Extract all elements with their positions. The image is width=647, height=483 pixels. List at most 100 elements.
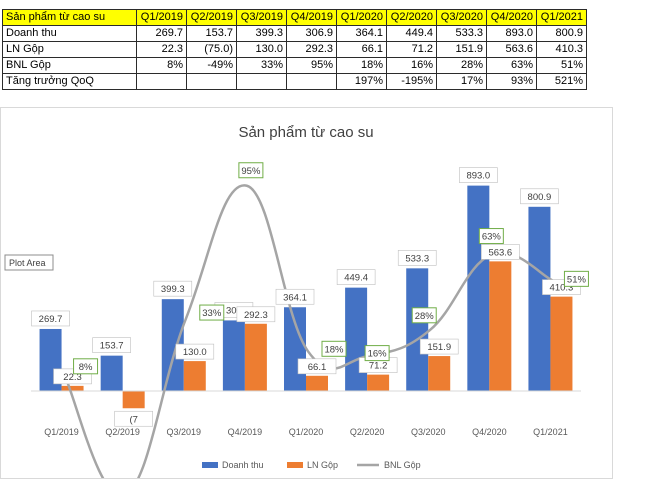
svg-text:66.1: 66.1 bbox=[308, 362, 327, 373]
table-header-cell: Q1/2020 bbox=[336, 9, 387, 26]
data-label-bnl-gop: 33% bbox=[199, 304, 225, 321]
data-table: Sản phẩm từ cao su Q1/2019 Q2/2019 Q3/2019 Q… bbox=[2, 9, 587, 90]
bar-doanh-thu bbox=[222, 320, 245, 391]
table-header-cell: Q1/2021 bbox=[536, 9, 587, 26]
table-cell: 153.7 bbox=[186, 25, 237, 42]
legend-swatch-doanh-thu bbox=[202, 462, 218, 468]
data-label-doanh-thu: 153.7 bbox=[92, 337, 131, 353]
data-label-bnl-gop: 18% bbox=[321, 340, 347, 357]
data-label-ln-gop: 563.6 bbox=[481, 244, 520, 260]
svg-text:563.6: 563.6 bbox=[488, 247, 512, 258]
legend-label-doanh-thu: Doanh thu bbox=[222, 460, 264, 470]
table-cell: 17% bbox=[436, 73, 487, 90]
data-label-ln-gop: 292.3 bbox=[236, 306, 276, 323]
data-label-bnl-gop: 63% bbox=[478, 228, 504, 245]
data-label-doanh-thu: 269.7 bbox=[31, 310, 70, 327]
table-row-ln-gop: LN Gộp 22.3 (75.0) 130.0 292.3 66.1 71.2 151.9 5… bbox=[2, 41, 587, 58]
svg-text:153.7: 153.7 bbox=[100, 341, 124, 352]
svg-text:151.9: 151.9 bbox=[427, 342, 451, 353]
chart-svg: Sản phẩm từ cao su 269.7 22.3 153.7 (7 399.3… bbox=[4, 124, 589, 478]
table-cell: 18% bbox=[336, 57, 387, 74]
bar-doanh-thu bbox=[100, 355, 123, 391]
data-label-doanh-thu: 800.9 bbox=[520, 188, 559, 205]
bar-ln-gop bbox=[244, 323, 267, 391]
table-header-row: Sản phẩm từ cao su Q1/2019 Q2/2019 Q3/2019 Q… bbox=[2, 9, 587, 26]
table-row-doanh-thu: Doanh thu 269.7 153.7 399.3 306.9 364.1 449.4 5… bbox=[2, 25, 587, 42]
table-cell: BNL Gộp bbox=[2, 57, 137, 74]
bar-doanh-thu bbox=[345, 287, 368, 391]
svg-text:364.1: 364.1 bbox=[283, 292, 307, 303]
table-cell: 33% bbox=[236, 57, 287, 74]
x-tick-label: Q2/2019 bbox=[105, 427, 140, 437]
svg-text:(7: (7 bbox=[129, 414, 137, 425]
x-tick-label: Q2/2020 bbox=[350, 427, 385, 437]
table-cell bbox=[186, 73, 237, 90]
chart-legend: Doanh thu LN Gộp BNL Gộp bbox=[202, 460, 421, 470]
table-cell: -49% bbox=[186, 57, 237, 74]
table-cell: -195% bbox=[386, 73, 437, 90]
x-tick-label: Q1/2019 bbox=[44, 427, 79, 437]
bar-ln-gop bbox=[428, 356, 451, 391]
bar-ln-gop bbox=[489, 261, 512, 391]
svg-text:399.3: 399.3 bbox=[161, 284, 185, 295]
table-cell: 63% bbox=[486, 57, 537, 74]
bar-ln-gop bbox=[550, 296, 573, 391]
table-cell: 521% bbox=[536, 73, 587, 90]
svg-text:71.2: 71.2 bbox=[369, 361, 388, 372]
table-cell bbox=[286, 73, 337, 90]
table-cell: 399.3 bbox=[236, 25, 287, 42]
svg-text:51%: 51% bbox=[567, 274, 587, 285]
table-cell: 292.3 bbox=[286, 41, 337, 58]
table-cell: 364.1 bbox=[336, 25, 387, 42]
table-header-cell: Q3/2019 bbox=[236, 9, 287, 26]
svg-text:95%: 95% bbox=[241, 166, 261, 177]
data-label-doanh-thu: 533.3 bbox=[397, 250, 437, 266]
table-cell: 22.3 bbox=[136, 41, 187, 58]
svg-text:28%: 28% bbox=[415, 311, 435, 322]
data-label-bnl-gop: 8% bbox=[73, 358, 99, 375]
table-cell: Doanh thu bbox=[2, 25, 137, 42]
table-cell: 800.9 bbox=[536, 25, 587, 42]
bar-ln-gop bbox=[306, 375, 328, 391]
legend-swatch-ln-gop bbox=[287, 462, 303, 468]
table-cell: Tăng trưởng QoQ bbox=[2, 73, 137, 90]
x-tick-label: Q3/2020 bbox=[411, 427, 446, 437]
data-label-bnl-gop: 16% bbox=[364, 345, 390, 362]
svg-text:16%: 16% bbox=[368, 349, 388, 360]
plot-area-tooltip: Plot Area bbox=[4, 254, 54, 271]
svg-text:130.0: 130.0 bbox=[183, 347, 207, 358]
table-row-bnl-gop: BNL Gộp 8% -49% 33% 95% 18% 16% 28% 63% 51% bbox=[2, 57, 587, 74]
svg-text:18%: 18% bbox=[324, 344, 344, 355]
data-label-doanh-thu: 399.3 bbox=[153, 280, 193, 297]
x-tick-label: Q1/2020 bbox=[289, 427, 324, 437]
table-cell: 410.3 bbox=[536, 41, 587, 58]
bar-doanh-thu bbox=[528, 206, 551, 391]
data-label-ln-gop: 66.1 bbox=[297, 358, 337, 375]
svg-text:533.3: 533.3 bbox=[405, 253, 429, 264]
bar-doanh-thu bbox=[406, 268, 429, 391]
bar-doanh-thu bbox=[161, 299, 184, 391]
table-cell: 66.1 bbox=[336, 41, 387, 58]
table-cell: 28% bbox=[436, 57, 487, 74]
bar-doanh-thu bbox=[467, 185, 490, 391]
svg-text:410.3: 410.3 bbox=[550, 283, 574, 294]
chart-area[interactable]: Sản phẩm từ cao su 269.7 22.3 153.7 (7 399.3… bbox=[0, 107, 613, 479]
x-tick-label: Q1/2021 bbox=[533, 427, 568, 437]
svg-text:269.7: 269.7 bbox=[39, 314, 63, 325]
data-label-doanh-thu: 364.1 bbox=[275, 288, 315, 305]
bar-ln-gop bbox=[183, 361, 206, 391]
svg-text:306: 306 bbox=[226, 305, 242, 316]
table-cell: LN Gộp bbox=[2, 41, 137, 58]
data-label-ln-gop: (7 bbox=[114, 410, 153, 427]
table-cell: 93% bbox=[486, 73, 537, 90]
table-header-cell: Q1/2019 bbox=[136, 9, 187, 26]
table-cell: 8% bbox=[136, 57, 187, 74]
table-header-cell: Sản phẩm từ cao su bbox=[2, 9, 137, 26]
table-header-cell: Q2/2020 bbox=[386, 9, 437, 26]
table-cell: 306.9 bbox=[286, 25, 337, 42]
bar-ln-gop bbox=[367, 374, 390, 391]
table-cell: 151.9 bbox=[436, 41, 487, 58]
table-cell: 130.0 bbox=[236, 41, 287, 58]
data-label-doanh-thu: 893.0 bbox=[459, 167, 498, 183]
svg-text:63%: 63% bbox=[482, 232, 502, 243]
